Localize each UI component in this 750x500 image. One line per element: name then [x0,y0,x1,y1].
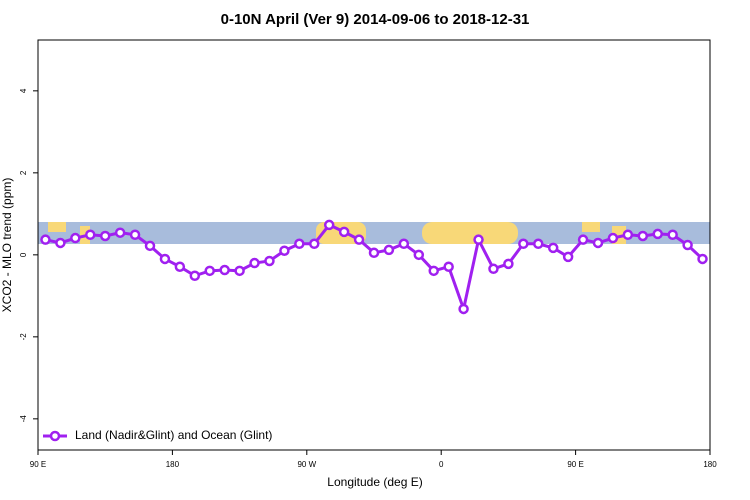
point [622,229,634,240]
point [592,237,604,249]
plot-frame [37,39,711,451]
x-tick-label: 90 W [297,460,316,469]
x-tick-label: 90 E [567,460,583,469]
point [114,227,126,238]
y-tick-label: 4 [19,88,28,93]
point [607,232,619,244]
x-tick-label: 0 [439,460,444,469]
point [219,264,230,276]
point [189,270,201,281]
point [533,238,544,250]
x-axis-label: Longitude (deg E) [327,475,422,489]
x-tick-label: 90 E [30,460,46,469]
point [577,234,589,245]
x-tick-label: 180 [166,460,180,469]
y-tick-label: -4 [19,415,28,423]
point [682,239,693,251]
point [637,230,649,242]
point [652,228,663,240]
point [338,226,350,238]
point [129,229,141,240]
point [174,261,186,272]
y-tick-label: -2 [19,333,28,341]
point [294,238,305,250]
point [458,303,469,315]
point [428,265,439,277]
point [547,242,559,254]
point [697,253,708,265]
y-tick-label: 2 [19,170,28,175]
y-axis-label: XCO2 - MLO trend (ppm) [0,178,14,313]
chart-title: 0-10N April (Ver 9) 2014-09-06 to 2018-1… [221,11,530,28]
point [562,251,574,263]
point [144,240,156,252]
point [353,234,365,245]
point [503,258,514,270]
point [99,230,111,242]
point [70,232,81,244]
point [488,263,499,275]
point [398,238,410,250]
x-tick-label: 180 [703,460,717,469]
point [279,245,290,256]
point [518,238,529,250]
point [323,219,335,231]
legend-marker [49,430,61,442]
point [413,249,425,261]
point [368,247,380,259]
point [383,244,395,256]
point [85,229,96,240]
point [443,261,454,272]
map-background [38,222,710,244]
y-tick-label: 0 [19,252,28,257]
point [473,234,484,245]
legend-label: Land (Nadir&Glint) and Ocean (Glint) [75,428,272,442]
point [249,257,260,269]
point [234,265,245,277]
point [264,255,275,267]
point [667,229,678,240]
point [159,253,171,265]
point [309,238,320,250]
point [55,237,66,249]
point [204,265,215,277]
point [40,234,51,245]
